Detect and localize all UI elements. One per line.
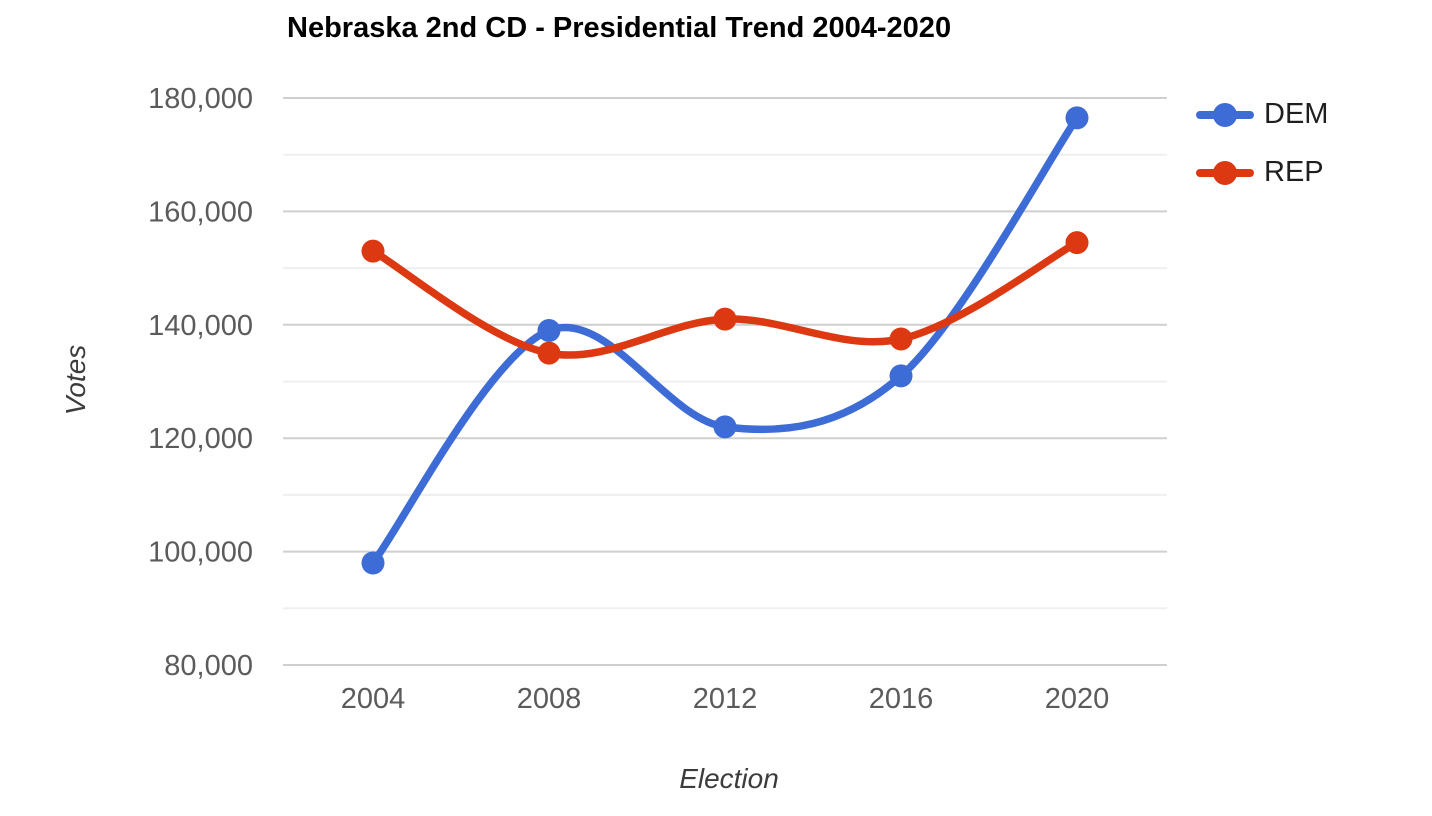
y-tick-label: 160,000 xyxy=(148,196,253,228)
legend-item-rep[interactable]: REP xyxy=(1196,156,1328,189)
x-tick-label: 2004 xyxy=(341,683,406,715)
rep-point-2008[interactable] xyxy=(537,341,561,365)
rep-series-marker-icon xyxy=(1196,160,1254,185)
rep-line xyxy=(369,238,1081,359)
rep-point-2012[interactable] xyxy=(713,307,737,331)
legend-item-dem[interactable]: DEM xyxy=(1196,98,1328,131)
x-tick-label: 2012 xyxy=(693,683,758,715)
rep-point-2016[interactable] xyxy=(889,327,913,351)
y-tick-label: 80,000 xyxy=(164,650,253,682)
dem-line xyxy=(369,114,1081,567)
chart-title: Nebraska 2nd CD - Presidential Trend 200… xyxy=(287,12,952,44)
y-tick-label: 140,000 xyxy=(148,310,253,342)
y-tick-label: 100,000 xyxy=(148,537,253,569)
x-tick-label: 2020 xyxy=(1045,683,1110,715)
x-tick-label: 2016 xyxy=(869,683,934,715)
dem-point-2004[interactable] xyxy=(361,551,385,575)
rep-point-2004[interactable] xyxy=(361,239,385,263)
y-tick-label: 180,000 xyxy=(148,83,253,115)
legend: DEM REP xyxy=(1196,98,1328,189)
x-axis-title: Election xyxy=(679,763,779,794)
dem-point-2020[interactable] xyxy=(1065,106,1089,130)
dem-series-dot-icon xyxy=(1213,102,1237,127)
rep-point-2020[interactable] xyxy=(1065,231,1089,255)
dem-point-2008[interactable] xyxy=(537,318,561,342)
legend-label-rep: REP xyxy=(1264,156,1324,188)
dem-point-2012[interactable] xyxy=(713,415,737,439)
y-axis-title: Votes xyxy=(60,344,91,416)
x-tick-label: 2008 xyxy=(517,683,582,715)
legend-label-dem: DEM xyxy=(1264,98,1329,130)
dem-point-2016[interactable] xyxy=(889,364,913,388)
dem-series-marker-icon xyxy=(1196,102,1254,127)
y-tick-label: 120,000 xyxy=(148,423,253,455)
rep-series-dot-icon xyxy=(1213,160,1237,185)
